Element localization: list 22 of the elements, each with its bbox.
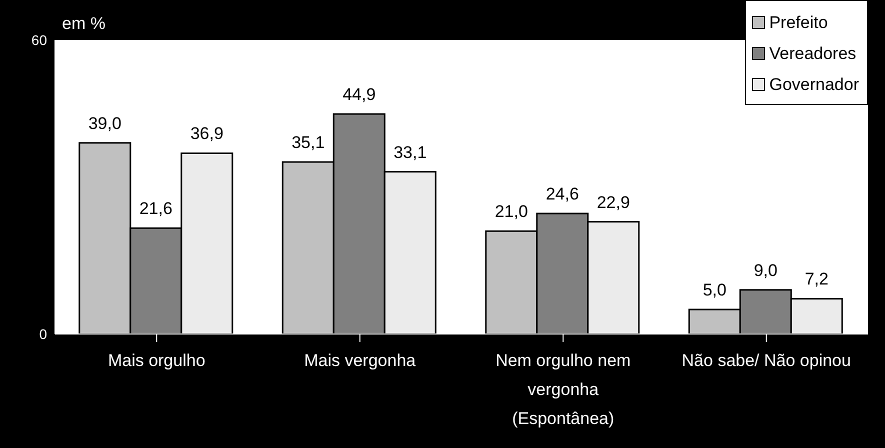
x-tick-label: Mais vergonha xyxy=(304,351,416,370)
legend-label: Governador xyxy=(769,74,859,94)
legend-label: Prefeito xyxy=(769,12,828,32)
legend-label: Vereadores xyxy=(769,44,856,64)
y-tick-label: 0 xyxy=(39,326,48,342)
data-label: 24,6 xyxy=(546,184,579,204)
data-label: 44,9 xyxy=(342,84,376,104)
x-tick-label: Não sabe/ Não opinou xyxy=(682,351,851,370)
data-label: 21,6 xyxy=(139,199,172,218)
data-label: 7,2 xyxy=(804,270,828,289)
data-label: 39,0 xyxy=(88,114,122,133)
data-label: 21,0 xyxy=(494,202,528,222)
y-axis-title: em % xyxy=(62,14,106,34)
data-label: 36,9 xyxy=(190,124,224,144)
data-label: 33,1 xyxy=(394,142,427,162)
x-tick-label: Nem orgulho nem vergonha (Espontânea) xyxy=(496,351,631,428)
data-label: 9,0 xyxy=(754,260,778,280)
data-label: 35,1 xyxy=(292,133,325,152)
data-label: 22,9 xyxy=(596,192,630,212)
y-tick-label: 60 xyxy=(31,32,48,48)
x-tick-label: Mais orgulho xyxy=(108,351,206,370)
data-label: 5,0 xyxy=(702,280,726,300)
